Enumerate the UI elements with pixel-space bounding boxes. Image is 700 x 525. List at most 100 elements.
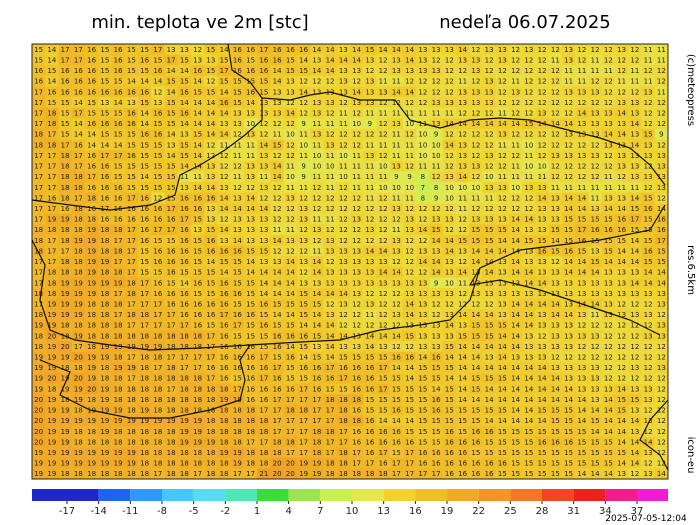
cell-value: 15	[365, 407, 374, 415]
cell-value: 17	[74, 46, 83, 54]
cell-value: 18	[114, 470, 123, 478]
cell	[191, 118, 205, 130]
border-line	[39, 344, 251, 419]
cell	[257, 97, 271, 108]
cell	[98, 160, 112, 172]
cell-value: 18	[34, 247, 43, 255]
cell	[469, 54, 483, 66]
cell-value: 11	[644, 78, 653, 86]
cell	[548, 245, 563, 257]
cell	[164, 436, 179, 448]
cell-value: 12	[445, 88, 454, 96]
cell-value: 11	[326, 120, 335, 128]
cell	[654, 65, 669, 77]
cell-value: 11	[498, 109, 507, 117]
cell-value: 14	[220, 46, 229, 54]
cell	[350, 362, 364, 374]
cell	[32, 266, 46, 278]
cell-value: 16	[87, 152, 96, 160]
cell	[204, 457, 218, 469]
cell-value: 20	[286, 460, 295, 468]
cell	[482, 394, 497, 406]
cell	[244, 404, 258, 416]
cell	[562, 97, 576, 108]
cell	[429, 44, 444, 55]
cell-value: 18	[352, 470, 361, 478]
cell	[509, 118, 523, 130]
cell-value: 15	[524, 449, 533, 457]
cell	[164, 425, 179, 437]
cell-value: 12	[551, 67, 560, 75]
cell-value: 12	[498, 205, 507, 213]
cell	[389, 394, 404, 406]
cell	[363, 266, 377, 278]
cell-value: 18	[326, 460, 335, 468]
cell	[442, 213, 457, 225]
cell	[403, 213, 417, 225]
cell	[111, 54, 126, 66]
cell-value: 13	[630, 269, 639, 277]
cell-value: 18	[100, 470, 109, 478]
cell-value: 12	[617, 375, 626, 383]
cell-value: 14	[498, 332, 507, 340]
cell	[350, 436, 364, 448]
cell-value: 12	[630, 46, 639, 54]
cell-value: 21	[259, 470, 268, 478]
cell	[509, 213, 523, 225]
cell	[85, 351, 99, 363]
cell-value: 18	[167, 449, 176, 457]
cell-value: 14	[538, 194, 547, 202]
cell	[588, 404, 603, 416]
cell	[628, 75, 642, 87]
cell-value: 9	[368, 120, 372, 128]
cell-value: 15	[577, 460, 586, 468]
cell-value: 15	[299, 343, 308, 351]
cell-value: 12	[352, 237, 361, 245]
cell	[244, 394, 258, 406]
cell-value: 15	[591, 449, 600, 457]
cell	[58, 86, 73, 98]
cell-value: 18	[47, 385, 56, 393]
cell	[151, 160, 165, 172]
cell	[535, 150, 550, 162]
cell	[495, 234, 510, 246]
cell	[456, 415, 470, 427]
cell	[71, 224, 86, 236]
cell-value: 14	[564, 396, 573, 404]
cell-value: 11	[339, 109, 348, 117]
cell-value: 10	[339, 173, 348, 181]
cell	[429, 256, 444, 268]
cell	[456, 309, 470, 321]
cell-value: 13	[458, 152, 467, 160]
cell	[85, 213, 99, 225]
cell	[389, 192, 404, 204]
cell	[416, 277, 430, 289]
cell-value: 11	[405, 109, 414, 117]
cell	[389, 277, 404, 289]
cell-value: 12	[617, 354, 626, 362]
cell-value: 14	[458, 364, 467, 372]
cell-value: 19	[87, 237, 96, 245]
cell	[482, 383, 497, 395]
border-line	[639, 399, 669, 471]
cell-value: 16	[392, 438, 401, 446]
cell-value: 12	[577, 343, 586, 351]
cell-value: 13	[564, 279, 573, 287]
cell	[548, 171, 563, 183]
cell-value: 12	[471, 205, 480, 213]
cell	[164, 362, 179, 374]
cell-value: 17	[312, 417, 321, 425]
cell	[71, 213, 86, 225]
cell-value: 13	[418, 311, 427, 319]
cell-value: 18	[339, 449, 348, 457]
cell	[442, 160, 457, 172]
cell	[138, 319, 152, 331]
cell	[323, 362, 338, 374]
cell	[495, 44, 510, 55]
cell-value: 13	[418, 290, 427, 298]
cell-value: 14	[538, 396, 547, 404]
cell	[45, 150, 59, 162]
cell	[389, 351, 404, 363]
cell-value: 15	[551, 470, 560, 478]
cell	[509, 97, 523, 108]
